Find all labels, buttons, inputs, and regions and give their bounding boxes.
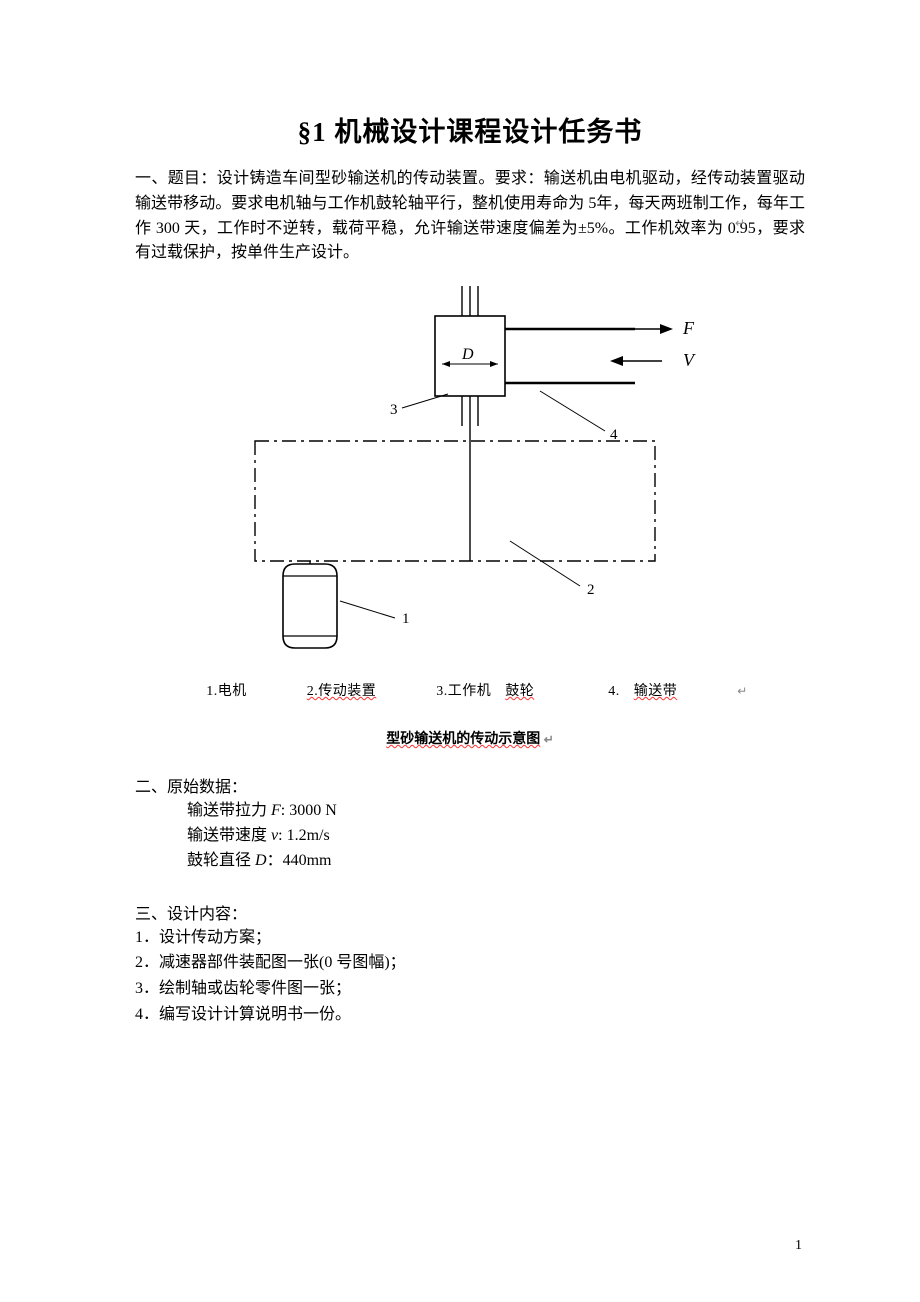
- diagram-container: D F V 3 4 2: [135, 286, 805, 748]
- label-1: 1: [402, 611, 410, 627]
- design-list: 1．设计传动方案； 2．减速器部件装配图一张(0 号图幅)； 3．绘制轴或齿轮零…: [135, 926, 805, 1028]
- legend-item-1: 1.电机: [192, 684, 261, 699]
- page-number: 1: [795, 1238, 802, 1254]
- legend-item-4: 4.输送带: [594, 684, 705, 699]
- design-item-3: 3．绘制轴或齿轮零件图一张；: [135, 977, 805, 1002]
- section-2-head: 二、原始数据：: [135, 773, 805, 797]
- legend-item-3: 3.工作机鼓轮: [422, 684, 562, 699]
- diagram-caption: 型砂输送机的传动示意图 ↵: [386, 728, 554, 748]
- data-line-3: 鼓轮直径 D：440mm: [187, 849, 805, 874]
- transmission-diagram: D F V 3 4 2: [210, 286, 730, 666]
- design-item-1: 1．设计传动方案；: [135, 926, 805, 951]
- diagram-legend: 1.电机 2.传动装置 3.工作机鼓轮 4.输送带 ↵: [178, 680, 762, 700]
- label-2: 2: [587, 582, 595, 598]
- raw-data-block: 输送带拉力 F: 3000 N 输送带速度 v: 1.2m/s 鼓轮直径 D：4…: [135, 799, 805, 873]
- label-D: D: [461, 346, 474, 363]
- page-title: §1 机械设计课程设计任务书: [135, 110, 805, 149]
- design-item-4: 4．编写设计计算说明书一份。: [135, 1003, 805, 1028]
- legend-item-2: 2.传动装置: [293, 684, 391, 699]
- intro-paragraph: 一、题目：设计铸造车间型砂输送机的传动装置。要求：输送机由电机驱动，经传动装置驱…: [135, 167, 805, 266]
- design-item-2: 2．减速器部件装配图一张(0 号图幅)；: [135, 951, 805, 976]
- section-3-head: 三、设计内容：: [135, 900, 805, 924]
- return-mark-icon: ↵: [735, 216, 745, 231]
- data-line-2: 输送带速度 v: 1.2m/s: [187, 824, 805, 849]
- label-F: F: [682, 318, 695, 338]
- label-V: V: [683, 350, 696, 370]
- return-mark-icon: ↵: [544, 732, 554, 746]
- label-3: 3: [390, 402, 398, 418]
- return-mark-icon: ↵: [737, 684, 748, 698]
- data-line-1: 输送带拉力 F: 3000 N: [187, 799, 805, 824]
